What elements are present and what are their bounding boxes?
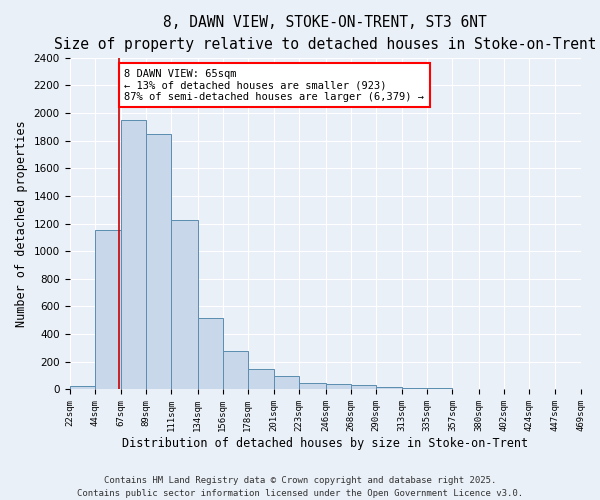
Bar bbox=[197, 318, 223, 390]
Bar bbox=[248, 368, 274, 390]
Bar bbox=[402, 388, 427, 390]
X-axis label: Distribution of detached houses by size in Stoke-on-Trent: Distribution of detached houses by size … bbox=[122, 437, 528, 450]
Bar bbox=[326, 384, 351, 390]
Bar bbox=[70, 386, 95, 390]
Bar bbox=[299, 383, 326, 390]
Bar bbox=[171, 220, 197, 390]
Y-axis label: Number of detached properties: Number of detached properties bbox=[15, 120, 28, 327]
Bar bbox=[274, 376, 299, 390]
Text: 8 DAWN VIEW: 65sqm
← 13% of detached houses are smaller (923)
87% of semi-detach: 8 DAWN VIEW: 65sqm ← 13% of detached hou… bbox=[124, 68, 424, 102]
Text: Contains HM Land Registry data © Crown copyright and database right 2025.
Contai: Contains HM Land Registry data © Crown c… bbox=[77, 476, 523, 498]
Bar bbox=[351, 384, 376, 390]
Bar bbox=[223, 352, 248, 390]
Bar bbox=[452, 389, 479, 390]
Bar bbox=[376, 386, 402, 390]
Bar bbox=[427, 388, 452, 390]
Title: 8, DAWN VIEW, STOKE-ON-TRENT, ST3 6NT
Size of property relative to detached hous: 8, DAWN VIEW, STOKE-ON-TRENT, ST3 6NT Si… bbox=[54, 15, 596, 52]
Bar bbox=[121, 120, 146, 390]
Bar bbox=[95, 230, 121, 390]
Bar bbox=[146, 134, 171, 390]
